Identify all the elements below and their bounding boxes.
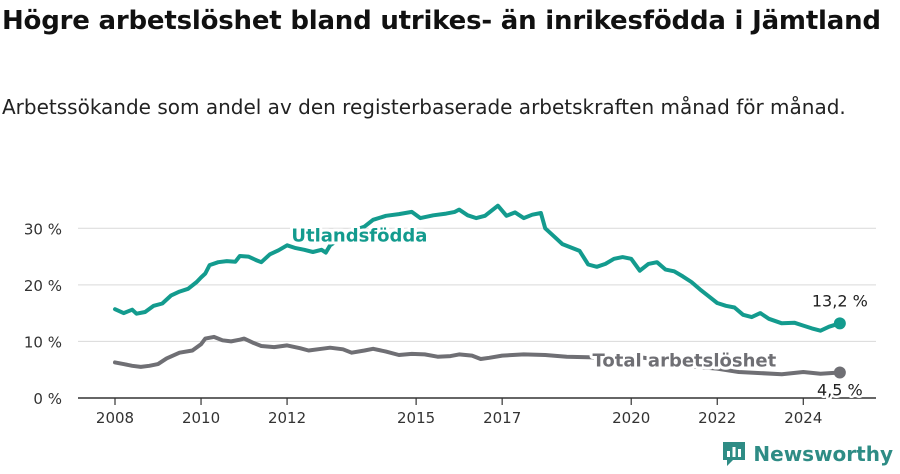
series-label-halo: Total arbetslöshet: [592, 350, 776, 371]
y-tick-label: 0 %: [33, 390, 62, 408]
series-line: [113, 334, 842, 377]
x-tick-label: 2020: [612, 409, 650, 427]
y-axis: 0 % 10 % 20 % 30 %: [24, 220, 62, 408]
x-tick-label: 2022: [698, 409, 736, 427]
y-tick-label: 30 %: [24, 220, 62, 238]
series-label-halo: Utlandsfödda: [291, 225, 427, 246]
series-label: Utlandsfödda: [291, 225, 427, 246]
series-end-point: [833, 317, 846, 330]
y-tick-label: 20 %: [24, 277, 62, 295]
x-tick-label: 2017: [483, 409, 521, 427]
x-tick-label: 2010: [182, 409, 220, 427]
end-value-label-halo: 13,2 %: [812, 291, 868, 310]
brand-name: Newsworthy: [753, 442, 893, 466]
series-line: [113, 203, 842, 333]
x-tick-label: 2015: [397, 409, 435, 427]
series-end-point: [833, 366, 846, 379]
x-axis: 2008 2010 2012 2015 2017 2020 2022 2024: [78, 397, 876, 427]
end-value-label-halo: 4,5 %: [817, 381, 863, 400]
chart-title: Högre arbetslöshet bland utrikes- än inr…: [2, 6, 881, 36]
series-label: Total arbetslöshet: [592, 350, 776, 371]
brand-logo: Newsworthy: [721, 439, 893, 469]
x-tick-label: 2024: [784, 409, 822, 427]
end-value-label: 13,2 %: [812, 291, 868, 310]
x-tick-label: 2012: [268, 409, 306, 427]
grid-layer: [78, 227, 876, 342]
chart-subtitle: Arbetssökande som andel av den registerb…: [2, 95, 846, 119]
series-layer: [113, 203, 846, 379]
end-value-label: 4,5 %: [817, 381, 863, 400]
x-tick-label: 2008: [96, 409, 134, 427]
y-tick-label: 10 %: [24, 333, 62, 351]
newsworthy-logo-icon: [723, 442, 746, 466]
